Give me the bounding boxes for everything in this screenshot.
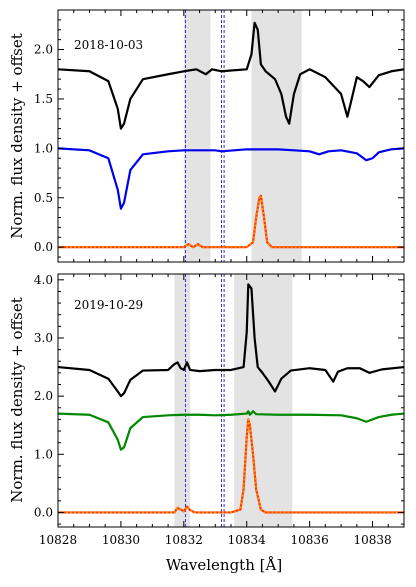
- series-line-2: [58, 418, 404, 514]
- y-tick-label: 1.5: [34, 92, 53, 106]
- x-tick-label: 10832: [165, 533, 203, 547]
- y-axis-label-top: Norm. flux density + offset: [8, 33, 26, 239]
- x-tick-label: 10830: [102, 533, 140, 547]
- shaded-region: [174, 274, 191, 527]
- series-line-3: [58, 418, 404, 514]
- x-tick-label: 10834: [228, 533, 267, 547]
- x-tick-label: 10836: [291, 533, 329, 547]
- y-tick-label: 4.0: [34, 273, 53, 287]
- panel-annotation: 2019-10-29: [74, 298, 143, 312]
- x-tick-label: 10838: [353, 533, 391, 547]
- x-axis-label: Wavelength [Å]: [166, 556, 282, 574]
- y-tick-label: 0.5: [34, 191, 53, 205]
- series-line-1: [57, 410, 405, 451]
- series-line-0: [57, 283, 405, 398]
- panel-2019-10-29: 2019-10-29 0.0 1.0 2.0 3.0 4.0 10828 10830 1083…: [34, 273, 405, 547]
- series-line-0: [57, 21, 405, 130]
- panel-annotation: 2018-10-03: [74, 38, 143, 52]
- y-tick-label: 2.0: [34, 43, 53, 57]
- shaded-region: [183, 10, 211, 262]
- y-tick-label: 0.0: [34, 505, 53, 519]
- series-line-3: [58, 194, 404, 248]
- series-line-1: [57, 147, 405, 210]
- y-tick-label: 3.0: [34, 331, 53, 345]
- x-tick-label: 10828: [39, 533, 77, 547]
- series-line-2: [58, 194, 404, 249]
- y-tick-label: 1.0: [34, 141, 53, 155]
- y-tick-label: 2.0: [34, 389, 53, 403]
- y-tick-label: 1.0: [34, 447, 53, 461]
- panel-2018-10-03: 2018-10-03 0.0 0.5 1.0 1.5 2.0: [34, 9, 405, 263]
- y-axis-label-bottom: Norm. flux density + offset: [8, 297, 26, 503]
- y-tick-label: 0.0: [34, 240, 53, 254]
